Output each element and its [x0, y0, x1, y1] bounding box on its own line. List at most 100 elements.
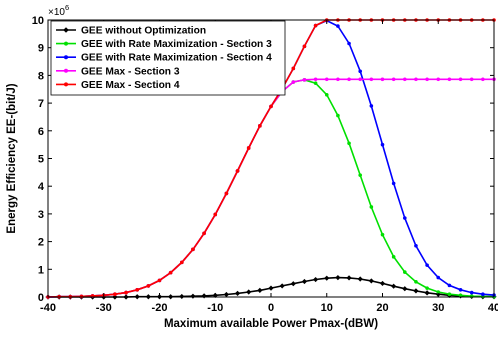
- legend-item: GEE Max - Section 4: [56, 80, 180, 91]
- data-point: [414, 279, 418, 284]
- data-point: [391, 77, 396, 82]
- data-point: [436, 275, 441, 280]
- data-point: [436, 77, 441, 82]
- legend-swatch-marker: [64, 82, 68, 87]
- data-point: [414, 243, 418, 248]
- data-point: [458, 293, 463, 298]
- data-point: [336, 24, 340, 28]
- data-point: [313, 276, 319, 283]
- x-tick-label: -30: [96, 302, 112, 314]
- data-point: [336, 113, 340, 118]
- data-point: [346, 275, 352, 281]
- data-point: [213, 212, 218, 217]
- data-point: [469, 77, 474, 82]
- y-tick-label: 6: [38, 126, 44, 138]
- y-multiplier-base: ×10: [48, 7, 65, 18]
- y-multiplier-exponent: 6: [65, 3, 69, 12]
- data-point: [447, 283, 452, 288]
- y-tick-label: 10: [32, 15, 44, 27]
- data-point: [369, 104, 374, 108]
- data-point: [257, 287, 263, 293]
- legend-swatch-marker: [64, 68, 68, 73]
- data-point: [425, 77, 429, 82]
- data-point: [246, 289, 252, 295]
- data-point: [357, 276, 363, 282]
- data-point: [235, 169, 240, 173]
- data-point: [379, 280, 386, 287]
- data-point: [302, 44, 307, 49]
- legend-item: GEE without Optimization: [56, 26, 206, 37]
- data-point: [313, 77, 318, 82]
- legend-item: GEE with Rate Maximization - Section 3: [56, 39, 272, 50]
- legend-swatch-marker: [64, 41, 68, 46]
- data-point: [347, 77, 351, 82]
- data-point: [223, 291, 229, 298]
- data-point: [447, 292, 452, 297]
- legend-label: GEE without Optimization: [81, 26, 206, 37]
- y-tick-label: 3: [38, 209, 44, 221]
- data-point: [380, 142, 385, 147]
- data-point: [290, 281, 296, 287]
- data-point: [190, 293, 196, 299]
- data-point: [425, 263, 429, 267]
- y-tick-label: 2: [38, 237, 44, 249]
- data-point: [301, 278, 308, 285]
- y-tick-label: 4: [38, 181, 45, 193]
- data-point: [458, 287, 463, 292]
- data-point: [347, 41, 351, 46]
- data-point: [425, 286, 429, 290]
- data-point: [302, 78, 307, 82]
- y-tick-label: 1: [38, 264, 44, 276]
- y-tick-label: 0: [38, 292, 44, 304]
- legend-item: GEE Max - Section 3: [56, 66, 180, 77]
- data-point: [201, 293, 207, 299]
- x-tick-label: 30: [432, 302, 444, 314]
- data-point: [157, 278, 162, 283]
- data-point: [391, 283, 397, 289]
- data-point: [369, 77, 374, 82]
- data-point: [168, 270, 173, 275]
- y-axis-multiplier: ×106: [48, 3, 69, 18]
- y-tick-label: 8: [38, 70, 44, 82]
- legend-label: GEE Max - Section 3: [81, 66, 180, 77]
- x-axis-label: Maximum available Power Pmax-(dBW): [164, 318, 378, 330]
- x-tick-label: 20: [376, 302, 388, 314]
- legend-swatch-marker: [63, 27, 69, 33]
- legend: GEE without Optimization GEE with Rate Ma…: [50, 20, 286, 96]
- data-point: [424, 290, 430, 296]
- y-tick-label: 5: [38, 154, 44, 166]
- data-point: [324, 77, 329, 82]
- legend-label: GEE Max - Section 4: [81, 80, 180, 91]
- x-tick-label: -20: [152, 302, 168, 314]
- data-point: [268, 285, 274, 291]
- data-point: [279, 283, 285, 289]
- data-point: [458, 77, 463, 82]
- data-point: [413, 288, 419, 294]
- data-point: [368, 278, 374, 284]
- legend-box: [50, 20, 286, 96]
- data-point: [324, 275, 330, 281]
- data-point: [380, 232, 385, 237]
- x-tick-label: 40: [488, 302, 498, 314]
- legend-item: GEE with Rate Maximization - Section 4: [56, 53, 272, 64]
- data-point: [258, 124, 262, 128]
- x-tick-label: 0: [268, 302, 274, 314]
- data-point: [135, 287, 139, 292]
- y-tick-label: 9: [38, 43, 44, 55]
- data-point: [313, 81, 318, 85]
- data-point: [358, 69, 363, 74]
- data-point: [291, 80, 296, 84]
- data-point: [436, 290, 441, 294]
- data-point: [79, 294, 84, 299]
- data-point: [234, 290, 241, 296]
- data-point: [414, 77, 418, 82]
- data-point: [202, 231, 206, 236]
- data-point: [246, 146, 251, 150]
- legend-label: GEE with Rate Maximization - Section 4: [81, 53, 272, 64]
- data-point: [403, 270, 407, 274]
- data-point: [191, 247, 195, 252]
- data-point: [402, 286, 408, 292]
- data-point: [180, 260, 184, 265]
- data-point: [124, 290, 128, 295]
